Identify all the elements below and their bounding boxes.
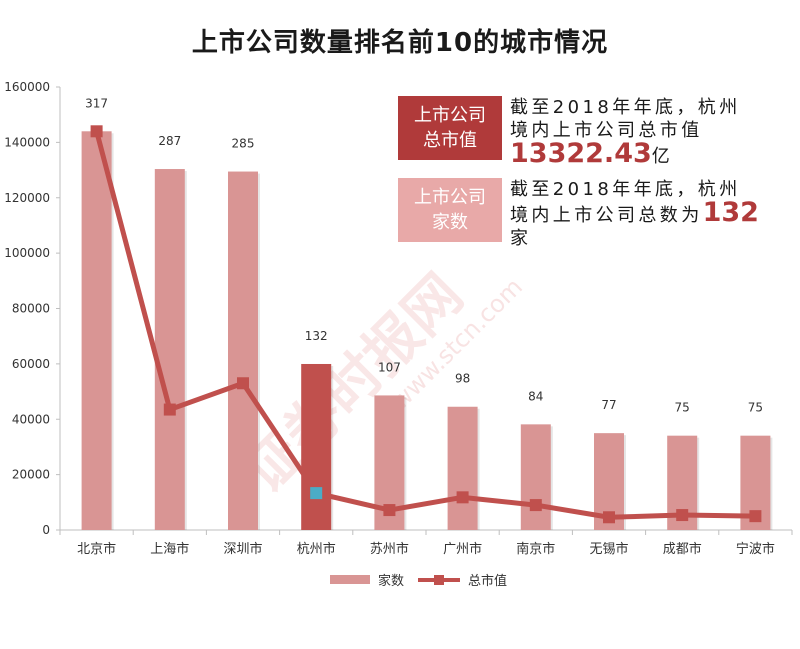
callout-market-value-number: 13322.43	[510, 138, 652, 169]
line-point	[90, 125, 103, 138]
bar-data-label: 287	[158, 134, 181, 148]
y-tick-label: 80000	[12, 302, 50, 316]
y-tick-label: 140000	[4, 135, 50, 149]
legend-label-bar: 家数	[378, 573, 404, 589]
y-tick-label: 0	[42, 523, 50, 537]
line-point	[237, 377, 249, 390]
line-point	[603, 511, 615, 524]
x-tick-label: 苏州市	[370, 541, 409, 557]
callout-company-count-number: 132	[702, 197, 759, 228]
bar	[301, 363, 332, 530]
callout-company-count-label-line2: 家数	[432, 212, 468, 233]
y-tick-label: 60000	[12, 357, 50, 371]
bar-data-label: 75	[748, 401, 763, 415]
legend-swatch-marker	[434, 575, 444, 585]
x-tick-label: 上海市	[150, 541, 189, 557]
y-tick-label: 120000	[4, 191, 50, 205]
bar-data-label: 98	[455, 372, 470, 386]
x-tick-label: 广州市	[443, 541, 482, 557]
line-point	[529, 499, 542, 512]
y-tick-label: 20000	[12, 468, 50, 482]
bar	[447, 406, 478, 530]
x-tick-label: 无锡市	[589, 541, 628, 557]
callout-company-count-label-line1: 上市公司	[414, 187, 486, 208]
x-tick-label: 南京市	[516, 541, 555, 557]
line-point	[749, 510, 762, 523]
bar-data-label: 285	[232, 137, 255, 151]
bar-data-label: 84	[528, 389, 543, 403]
bar	[81, 131, 112, 531]
line-point	[163, 403, 176, 416]
bar-data-label: 317	[85, 96, 108, 110]
callout-market-value-label-line2: 总市值	[423, 130, 477, 151]
callout-market-value-label: 上市公司 总市值	[398, 96, 502, 160]
line-point	[456, 491, 469, 504]
legend-label-line: 总市值	[468, 573, 507, 589]
x-tick-label: 杭州市	[297, 541, 336, 557]
x-tick-label: 深圳市	[223, 541, 262, 557]
callout-market-value-unit: 亿	[651, 146, 670, 167]
callout-market-value-text: 截至2018年年底，杭州境内上市公司总市值13322.43亿	[510, 96, 760, 168]
x-tick-label: 北京市	[77, 541, 116, 557]
line-point	[383, 504, 396, 517]
bar-data-label: 132	[305, 329, 328, 343]
y-tick-label: 40000	[12, 412, 50, 426]
y-tick-label: 160000	[4, 80, 50, 94]
callout-market-value-label-line1: 上市公司	[414, 105, 486, 126]
callout-company-count-text: 截至2018年年底，杭州境内上市公司总数为132 家	[510, 178, 760, 250]
x-tick-label: 宁波市	[736, 541, 775, 557]
bar	[154, 169, 185, 530]
bar-data-label: 77	[601, 398, 616, 412]
callout-company-count-label: 上市公司 家数	[398, 178, 502, 242]
bar-data-label: 107	[378, 360, 401, 374]
y-tick-label: 100000	[4, 246, 50, 260]
bar	[520, 424, 551, 530]
callout-company-count-unit: 家	[510, 228, 528, 249]
x-tick-label: 成都市	[663, 541, 702, 557]
line-point	[676, 509, 689, 522]
line-point	[310, 487, 323, 500]
legend-swatch-bar	[330, 575, 370, 584]
bar	[228, 171, 258, 531]
callout-company-count-desc: 截至2018年年底，杭州境内上市公司总数为	[510, 179, 741, 226]
bar-data-label: 75	[675, 401, 690, 415]
chart-title: 上市公司数量排名前10的城市情况	[191, 28, 609, 58]
callout-market-value-desc: 截至2018年年底，杭州境内上市公司总市值	[510, 97, 741, 141]
series-line	[94, 130, 756, 520]
